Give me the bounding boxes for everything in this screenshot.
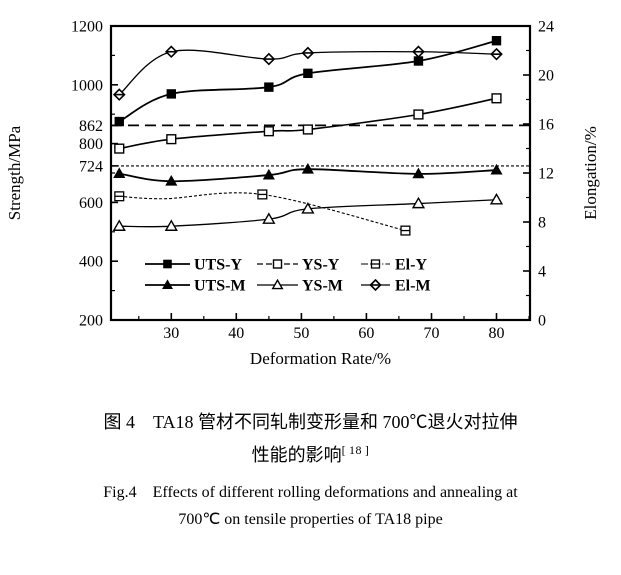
svg-text:200: 200 bbox=[79, 313, 103, 330]
svg-text:50: 50 bbox=[293, 325, 309, 342]
svg-text:724: 724 bbox=[79, 158, 103, 175]
svg-text:UTS-Y: UTS-Y bbox=[194, 257, 242, 274]
svg-text:12: 12 bbox=[538, 166, 554, 183]
svg-text:30: 30 bbox=[163, 325, 179, 342]
svg-text:16: 16 bbox=[538, 117, 554, 134]
svg-text:El-Y: El-Y bbox=[395, 257, 427, 274]
svg-text:Deformation Rate/%: Deformation Rate/% bbox=[250, 349, 391, 368]
svg-text:YS-M: YS-M bbox=[302, 278, 343, 295]
svg-text:Strength/MPa: Strength/MPa bbox=[5, 125, 24, 220]
svg-text:1200: 1200 bbox=[71, 19, 103, 36]
svg-text:60: 60 bbox=[358, 325, 374, 342]
svg-text:20: 20 bbox=[538, 68, 554, 85]
svg-text:70: 70 bbox=[424, 325, 440, 342]
svg-text:40: 40 bbox=[228, 325, 244, 342]
svg-text:El-M: El-M bbox=[395, 278, 431, 295]
svg-text:800: 800 bbox=[79, 136, 103, 153]
svg-text:Elongation/%: Elongation/% bbox=[581, 126, 600, 219]
svg-text:80: 80 bbox=[489, 325, 505, 342]
svg-text:4: 4 bbox=[538, 264, 546, 281]
svg-text:1000: 1000 bbox=[71, 77, 103, 94]
svg-text:UTS-M: UTS-M bbox=[194, 278, 246, 295]
svg-text:24: 24 bbox=[538, 19, 554, 36]
svg-text:862: 862 bbox=[79, 118, 103, 135]
svg-text:600: 600 bbox=[79, 195, 103, 212]
svg-text:0: 0 bbox=[538, 313, 546, 330]
svg-text:YS-Y: YS-Y bbox=[302, 257, 340, 274]
svg-text:400: 400 bbox=[79, 254, 103, 271]
svg-text:8: 8 bbox=[538, 215, 546, 232]
